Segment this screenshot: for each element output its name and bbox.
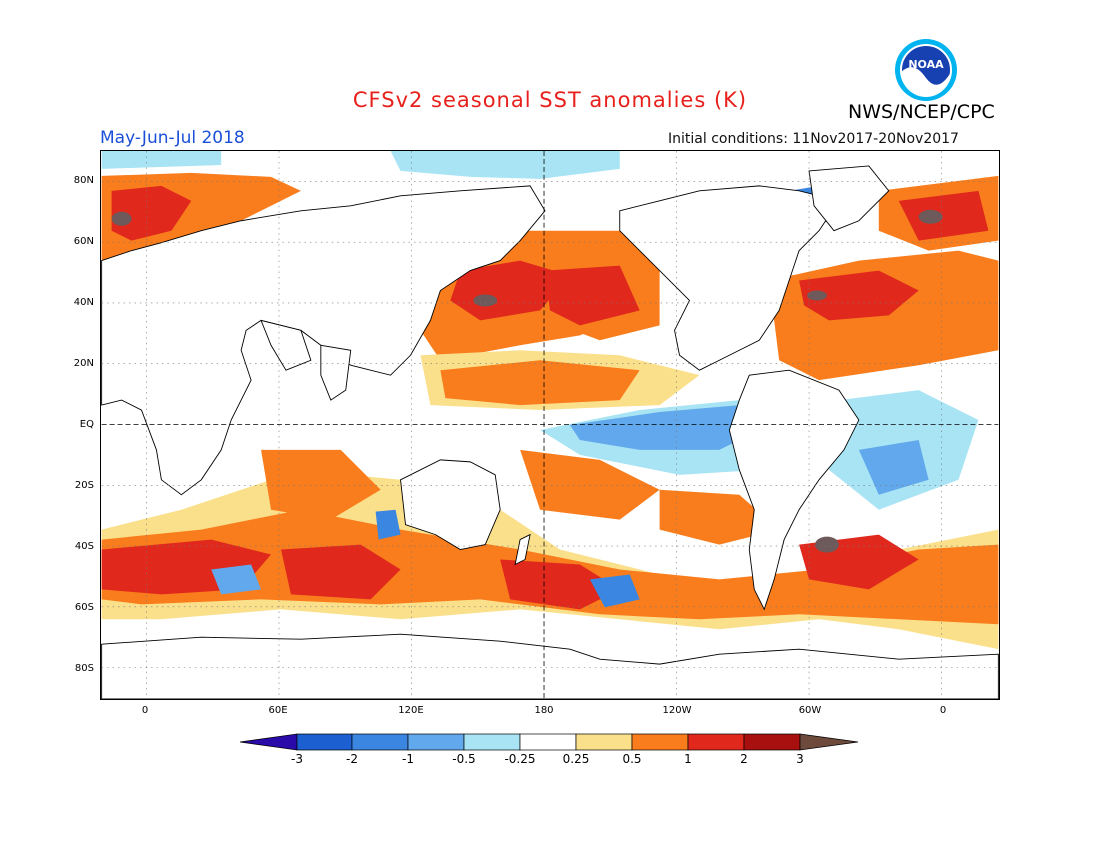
land-antarctica xyxy=(101,633,999,699)
lat-label-20s: 20S xyxy=(74,480,94,491)
colorbar-label: -1 xyxy=(402,752,414,766)
noaa-logo-text: NOAA xyxy=(908,58,944,71)
lon-label-60e: 60E xyxy=(268,705,288,716)
colorbar-label: 1 xyxy=(684,752,692,766)
warm-nordic-west xyxy=(111,185,192,241)
coastlines xyxy=(101,165,999,699)
max-subpolar-atlantic xyxy=(918,209,943,224)
cool-south-atlantic-core xyxy=(858,439,929,495)
land-south-america xyxy=(728,369,860,611)
noaa-logo: NOAA xyxy=(895,39,957,101)
colorbar-arrow-max xyxy=(799,733,859,751)
warm-ne-pacific-core xyxy=(545,265,640,326)
cool-southern-atlantic-west xyxy=(211,564,262,595)
land-eurasia-africa xyxy=(101,185,546,496)
anomaly-fields xyxy=(101,151,999,650)
colorbar-label: 3 xyxy=(796,752,804,766)
colorbar-label: 2 xyxy=(740,752,748,766)
cool-south-indian xyxy=(375,509,401,540)
warm-south-pacific-west xyxy=(520,449,660,520)
warm-tasman-south xyxy=(500,559,620,610)
colorbar-label: -0.25 xyxy=(504,752,536,766)
colorbar-label: -0.5 xyxy=(452,752,476,766)
lat-label-40s: 40S xyxy=(74,541,94,552)
cool-equatorial-pacific xyxy=(569,405,760,450)
cool-southern-pacific xyxy=(589,574,640,608)
colorbar-label: -2 xyxy=(346,752,358,766)
lat-label-20n: 20N xyxy=(73,358,94,369)
warm-south-pacific-central xyxy=(659,489,780,545)
max-gulf-stream xyxy=(807,290,827,301)
colorbar-label: 0.25 xyxy=(562,752,590,766)
initial-conditions: Initial conditions: 11Nov2017-20Nov2017 xyxy=(668,131,959,147)
colorbar-bin xyxy=(687,733,745,751)
map-title: CFSv2 seasonal SST anomalies (K) xyxy=(352,88,748,112)
lat-label-40n: 40N xyxy=(73,297,94,308)
colorbar-bin xyxy=(519,733,577,751)
grid-lines xyxy=(101,151,999,699)
lon-label-0-east: 0 xyxy=(939,705,947,716)
warm-south-indian xyxy=(261,449,381,520)
land-north-america xyxy=(619,185,840,371)
land-greenland xyxy=(808,165,890,232)
agency-label: NWS/NCEP/CPC xyxy=(848,101,995,123)
lon-label-120w: 120W xyxy=(662,705,692,716)
lat-label-eq: EQ xyxy=(79,419,94,430)
warm-gulf-stream xyxy=(799,270,919,321)
lat-label-80s: 80S xyxy=(74,663,94,674)
cool-arctic-band xyxy=(390,151,620,179)
colorbar-arrow-min xyxy=(240,733,298,751)
colorbar-bin xyxy=(296,733,353,751)
land-india xyxy=(320,344,352,401)
colorbar-bin xyxy=(351,733,409,751)
forecast-period: May-Jun-Jul 2018 xyxy=(100,128,245,148)
colorbar-bin xyxy=(575,733,633,751)
lat-label-80n: 80N xyxy=(73,175,94,186)
land-arabia xyxy=(260,319,312,371)
max-nordic-west xyxy=(111,211,132,226)
warm-subpolar-atlantic-core xyxy=(898,190,989,241)
colorbar xyxy=(240,733,859,751)
land-australia xyxy=(400,459,501,551)
colorbar-label: -3 xyxy=(291,752,303,766)
colorbar-bin xyxy=(631,733,689,751)
land-new-zealand xyxy=(514,533,531,566)
warm-subtropical-pacific xyxy=(440,360,640,406)
cool-arctic-west xyxy=(101,151,222,169)
lon-label-60w: 60W xyxy=(798,705,822,716)
colorbar-bin xyxy=(463,733,521,751)
lon-label-180: 180 xyxy=(534,705,554,716)
warm-southern-indian-central xyxy=(280,544,401,600)
colorbar-bin xyxy=(743,733,801,751)
colorbar-label: 0.5 xyxy=(622,752,642,766)
max-falklands xyxy=(815,536,839,553)
sst-anomaly-map xyxy=(100,150,1000,700)
lat-label-60n: 60N xyxy=(73,236,94,247)
max-kuroshio xyxy=(473,294,498,307)
lat-label-60s: 60S xyxy=(74,602,94,613)
lon-label-120e: 120E xyxy=(398,705,424,716)
colorbar-bin xyxy=(407,733,465,751)
lon-label-0: 0 xyxy=(141,705,149,716)
